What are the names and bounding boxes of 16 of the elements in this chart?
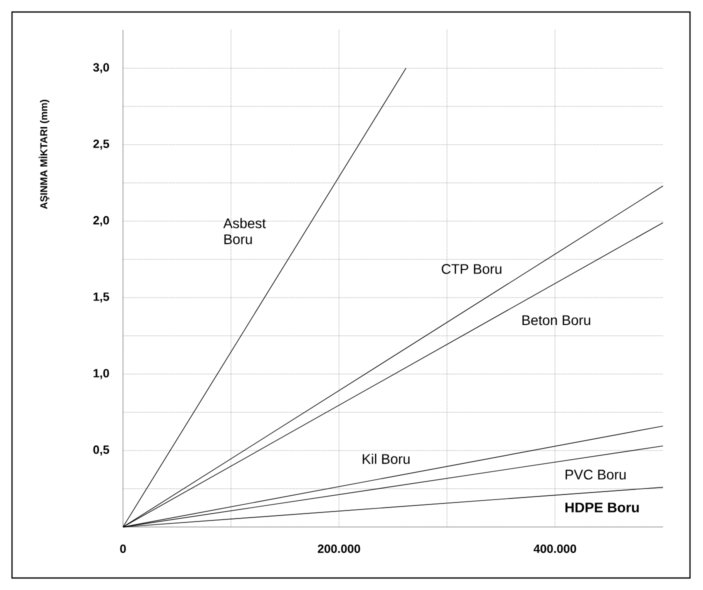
y-tick-label: 1,5 — [94, 292, 110, 303]
x-tick-label: 400.000 — [534, 544, 576, 553]
x-tick-label: 0 — [120, 544, 126, 553]
series-label: Kil Boru — [362, 454, 410, 464]
series-label: Beton Boru — [522, 315, 590, 326]
y-tick-label: 1,0 — [94, 368, 109, 380]
x-tick-label: 200.000 — [318, 544, 360, 553]
y-axis-title: AŞINMA MİKTARI (mm) — [38, 100, 50, 209]
y-tick-label: 3,0 — [93, 63, 109, 74]
series-label: PVC Boru — [566, 470, 626, 480]
series-label: HDPE Boru — [565, 502, 639, 512]
series-label: CTP Boru — [442, 264, 502, 274]
y-tick-label: 0,5 — [93, 445, 110, 456]
series-label: Asbest Boru — [223, 218, 266, 244]
y-tick-label: 2,5 — [93, 140, 110, 150]
y-tick-label: 2,0 — [93, 216, 109, 226]
